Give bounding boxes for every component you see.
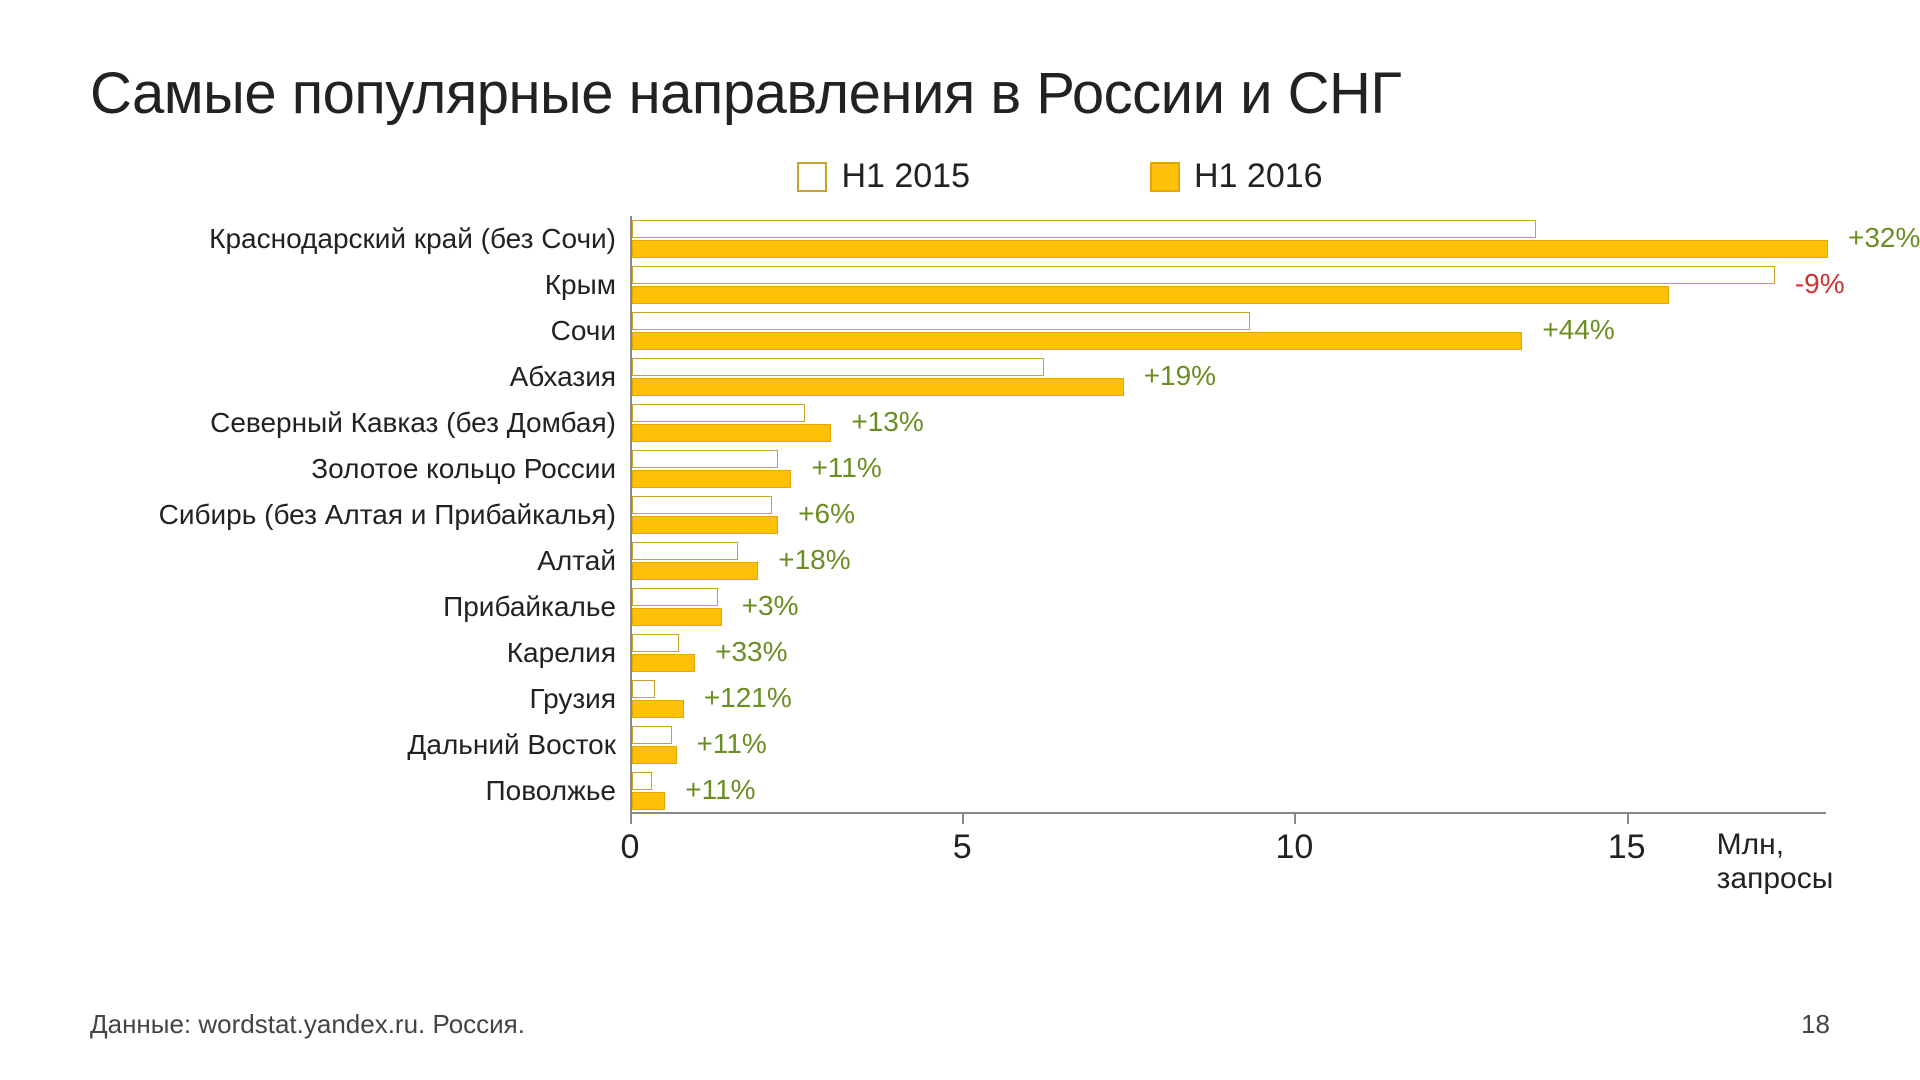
category-label: Золотое кольцо России [90, 446, 630, 492]
bar-2016 [632, 286, 1669, 304]
x-tick-label: 10 [1276, 828, 1314, 867]
x-tick-label: 0 [621, 828, 640, 867]
legend-label-2016: H1 2016 [1194, 157, 1323, 196]
bar-2015 [632, 772, 652, 790]
category-label: Абхазия [90, 354, 630, 400]
delta-label: +11% [811, 452, 881, 484]
bar-row: +11% [632, 768, 1826, 814]
bar-2016 [632, 792, 665, 810]
bar-row: +19% [632, 354, 1826, 400]
bar-row: +3% [632, 584, 1826, 630]
bar-2016 [632, 700, 684, 718]
bar-2015 [632, 358, 1044, 376]
x-tick [630, 814, 632, 824]
category-label: Карелия [90, 630, 630, 676]
bar-2015 [632, 312, 1250, 330]
y-axis-labels: Краснодарский край (без Сочи)КрымСочиАбх… [90, 216, 630, 874]
bar-row: -9% [632, 262, 1826, 308]
bar-2015 [632, 404, 805, 422]
bar-2016 [632, 608, 722, 626]
bar-row: +11% [632, 722, 1826, 768]
delta-label: +121% [704, 682, 792, 714]
bar-2015 [632, 726, 672, 744]
category-label: Поволжье [90, 768, 630, 814]
category-label: Крым [90, 262, 630, 308]
bar-2015 [632, 680, 655, 698]
delta-label: +33% [715, 636, 787, 668]
bar-row: +18% [632, 538, 1826, 584]
category-label: Дальний Восток [90, 722, 630, 768]
category-label: Сочи [90, 308, 630, 354]
delta-label: +13% [851, 406, 923, 438]
bar-row: +44% [632, 308, 1826, 354]
chart: Краснодарский край (без Сочи)КрымСочиАбх… [90, 216, 1830, 874]
bar-row: +13% [632, 400, 1826, 446]
x-tick [1627, 814, 1629, 824]
slide: Самые популярные направления в России и … [0, 0, 1920, 1080]
bar-2016 [632, 470, 791, 488]
delta-label: +11% [697, 728, 767, 760]
x-tick-label: 15 [1608, 828, 1646, 867]
category-label: Северный Кавказ (без Домбая) [90, 400, 630, 446]
page-number: 18 [1801, 1009, 1830, 1040]
bar-row: +33% [632, 630, 1826, 676]
bar-row: +32% [632, 216, 1826, 262]
delta-label: -9% [1795, 268, 1845, 300]
bar-2015 [632, 220, 1536, 238]
bar-2015 [632, 588, 718, 606]
bar-2015 [632, 450, 778, 468]
delta-label: +18% [778, 544, 850, 576]
x-tick-label: 5 [953, 828, 972, 867]
delta-label: +11% [685, 774, 755, 806]
category-label: Прибайкалье [90, 584, 630, 630]
bar-2016 [632, 332, 1522, 350]
legend-label-2015: H1 2015 [841, 157, 970, 196]
legend-swatch-2015 [797, 162, 827, 192]
bar-2015 [632, 266, 1775, 284]
x-axis-title: Млн, запросы [1717, 828, 1834, 896]
bar-row: +121% [632, 676, 1826, 722]
x-tick [1294, 814, 1296, 824]
bar-2015 [632, 542, 738, 560]
legend-swatch-2016 [1150, 162, 1180, 192]
slide-title: Самые популярные направления в России и … [90, 60, 1830, 127]
bar-2016 [632, 378, 1124, 396]
bar-2015 [632, 496, 772, 514]
bar-2016 [632, 424, 831, 442]
delta-label: +32% [1848, 222, 1920, 254]
bar-2016 [632, 240, 1828, 258]
bar-2016 [632, 562, 758, 580]
category-label: Краснодарский край (без Сочи) [90, 216, 630, 262]
bar-2016 [632, 516, 778, 534]
delta-label: +44% [1542, 314, 1614, 346]
delta-label: +6% [798, 498, 855, 530]
legend-item-2015: H1 2015 [797, 157, 970, 196]
source-text: Данные: wordstat.yandex.ru. Россия. [90, 1009, 525, 1040]
plot-area: +32%-9% +44% +19% +13% +11% +6% +18% +3% +33% +12… [630, 216, 1830, 874]
bar-2015 [632, 634, 679, 652]
delta-label: +19% [1144, 360, 1216, 392]
bar-2016 [632, 746, 677, 764]
legend: H1 2015 H1 2016 [90, 157, 1830, 196]
bar-2016 [632, 654, 695, 672]
legend-item-2016: H1 2016 [1150, 157, 1323, 196]
bar-row: +11% [632, 446, 1826, 492]
x-tick [962, 814, 964, 824]
category-label: Грузия [90, 676, 630, 722]
category-label: Сибирь (без Алтая и Прибайкалья) [90, 492, 630, 538]
category-label: Алтай [90, 538, 630, 584]
delta-label: +3% [742, 590, 799, 622]
bar-row: +6% [632, 492, 1826, 538]
